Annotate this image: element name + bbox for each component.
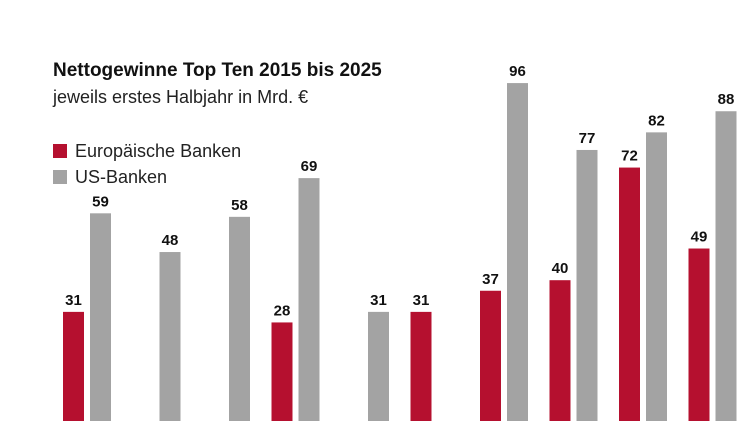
value-label-us-9: 88 xyxy=(718,91,735,108)
value-label-us-7: 77 xyxy=(579,130,596,147)
legend-label-us: US-Banken xyxy=(75,166,168,187)
bar-us-3 xyxy=(298,178,320,421)
bar-us-6 xyxy=(507,83,528,421)
bar-europe-3 xyxy=(271,322,293,421)
value-label-us-8: 82 xyxy=(648,112,665,129)
value-label-us-4: 31 xyxy=(370,292,387,309)
legend-swatch-us xyxy=(53,170,67,184)
bar-us-2 xyxy=(229,216,250,421)
value-label-europe-0: 31 xyxy=(65,292,82,309)
bar-europe-7 xyxy=(549,280,571,421)
chart-subtitle: jeweils erstes Halbjahr in Mrd. € xyxy=(53,87,309,107)
value-label-europe-6: 37 xyxy=(482,271,499,288)
bar-europe-9 xyxy=(688,248,710,421)
bar-us-8 xyxy=(646,132,667,421)
value-label-europe-5: 31 xyxy=(413,292,430,309)
bar-us-4 xyxy=(368,311,389,421)
value-label-europe-3: 28 xyxy=(274,302,291,319)
value-label-europe-7: 40 xyxy=(552,260,569,277)
legend-swatch-europe xyxy=(53,144,67,158)
legend-item-us: US-Banken xyxy=(53,164,241,190)
bar-europe-5 xyxy=(410,311,432,421)
legend-item-europe: Europäische Banken xyxy=(53,138,241,164)
bar-europe-8 xyxy=(619,167,640,421)
value-label-europe-9: 49 xyxy=(691,229,708,246)
bar-europe-0 xyxy=(63,311,84,421)
chart-title: Nettogewinne Top Ten 2015 bis 2025 xyxy=(53,60,382,81)
bar-us-0 xyxy=(90,213,111,421)
legend: Europäische Banken US-Banken xyxy=(53,138,241,190)
value-label-us-6: 96 xyxy=(509,63,526,80)
bar-us-9 xyxy=(715,111,737,421)
bar-us-1 xyxy=(159,252,181,421)
value-label-us-3: 69 xyxy=(301,158,318,175)
value-label-europe-8: 72 xyxy=(621,148,638,165)
value-label-us-2: 58 xyxy=(231,197,248,214)
legend-label-europe: Europäische Banken xyxy=(75,140,242,161)
bar-europe-6 xyxy=(480,290,501,421)
value-label-us-0: 59 xyxy=(92,193,109,210)
value-label-us-1: 48 xyxy=(162,232,179,249)
bar-us-7 xyxy=(576,149,598,421)
